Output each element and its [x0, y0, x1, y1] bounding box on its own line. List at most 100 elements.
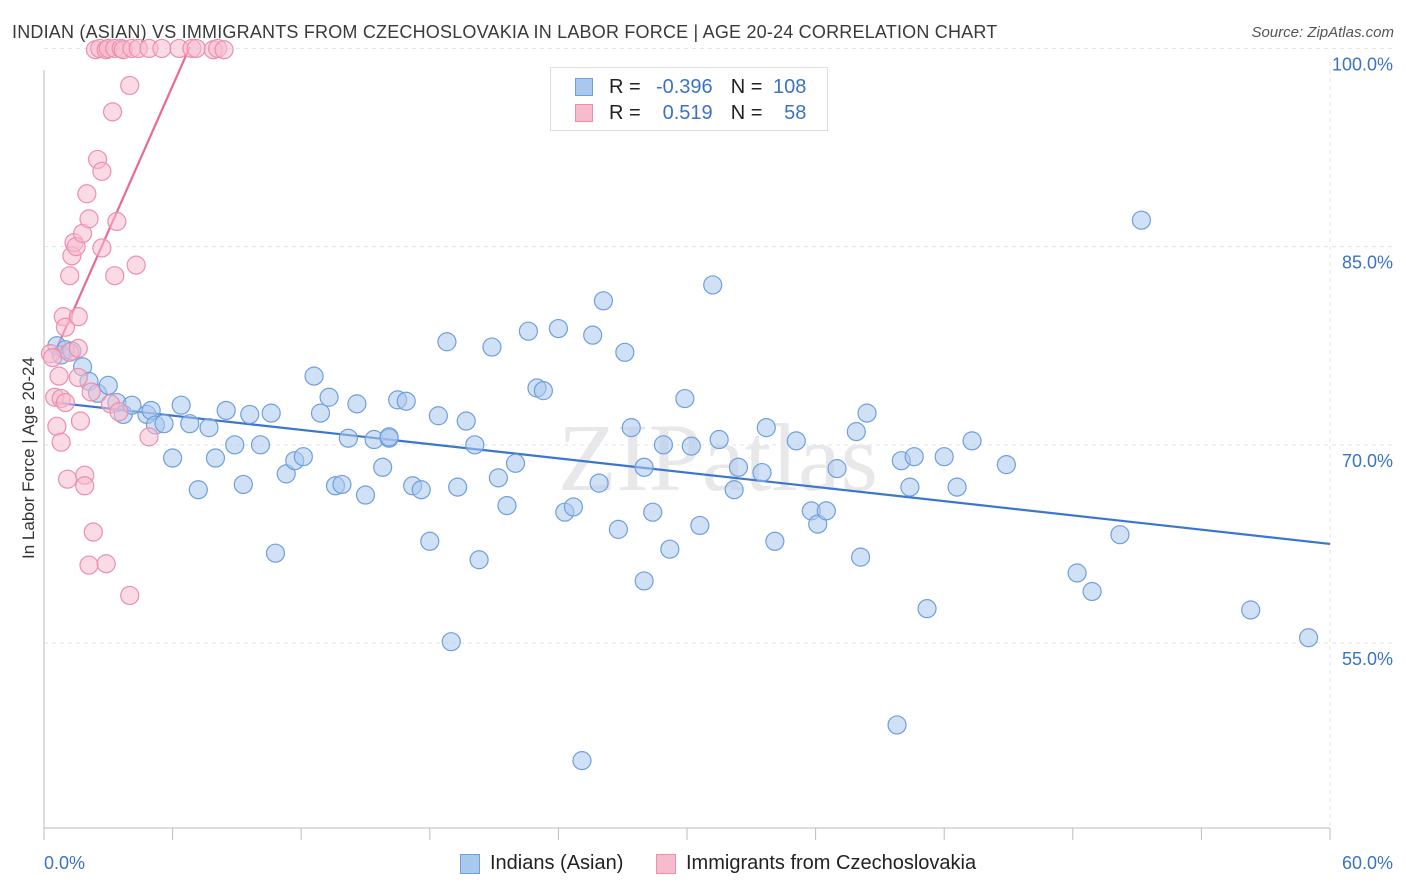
bottom-legend-czech[interactable]: Immigrants from Czechoslovakia — [656, 852, 976, 875]
source-credit: Source: ZipAtlas.com — [1251, 24, 1394, 41]
point-indians — [456, 411, 476, 431]
point-indians — [703, 275, 723, 295]
point-indians — [563, 497, 584, 517]
trend-lines — [51, 46, 1331, 546]
legend-r-value: -0.396 — [655, 75, 713, 98]
point-czech — [120, 75, 140, 96]
point-indians — [261, 403, 281, 423]
legend-r-label: R = — [609, 75, 641, 98]
point-czech — [92, 238, 112, 258]
legend-row-indians: R = -0.396 N = 108 — [575, 75, 806, 99]
point-indians — [240, 404, 260, 425]
tick-labels: 100.0% 85.0% 70.0% 55.0% 0.0% 60.0% — [44, 54, 1393, 873]
point-indians — [319, 387, 339, 407]
point-czech — [107, 211, 127, 232]
stats-legend: R = -0.396 N = 108 R = 0.519 N = 58 — [550, 67, 828, 131]
point-indians — [583, 325, 603, 345]
point-czech — [96, 554, 116, 574]
bottom-legend: Indians (Asian) Immigrants from Czechosl… — [0, 852, 1406, 876]
point-indians — [347, 394, 367, 414]
point-indians — [660, 539, 680, 559]
points — [40, 38, 1319, 771]
point-czech — [49, 366, 69, 386]
point-czech — [214, 40, 234, 60]
point-indians — [690, 515, 710, 536]
point-czech — [105, 266, 125, 286]
point-indians — [488, 468, 508, 488]
point-czech — [79, 209, 99, 229]
point-czech — [139, 427, 159, 447]
point-indians — [225, 435, 245, 455]
point-indians — [934, 447, 954, 467]
point-indians — [947, 477, 967, 497]
point-czech — [60, 266, 80, 286]
point-indians — [411, 480, 431, 500]
bottom-legend-label: Immigrants from Czechoslovakia — [686, 852, 977, 874]
x-tick-label: 60.0% — [1342, 853, 1393, 873]
point-indians — [250, 435, 271, 455]
point-indians — [917, 599, 937, 619]
point-indians — [332, 474, 352, 495]
point-indians — [441, 632, 461, 652]
point-czech — [47, 416, 67, 436]
point-indians — [593, 291, 614, 311]
chart-title: INDIAN (ASIAN) VS IMMIGRANTS FROM CZECHO… — [12, 22, 998, 42]
point-indians — [615, 342, 635, 362]
point-czech — [57, 469, 78, 489]
y-tick-label: 70.0% — [1342, 451, 1393, 471]
point-indians — [728, 457, 749, 477]
point-indians — [572, 751, 592, 771]
point-czech — [68, 338, 88, 358]
point-czech — [83, 522, 103, 542]
point-indians — [171, 395, 191, 415]
point-czech — [70, 411, 91, 431]
bottom-legend-indians[interactable]: Indians (Asian) — [460, 852, 623, 875]
legend-n-value: 108 — [773, 75, 807, 98]
legend-n-label: N = — [730, 101, 763, 124]
point-indians — [675, 388, 695, 409]
legend-n-label: N = — [730, 75, 763, 98]
point-indians — [857, 403, 877, 423]
point-indians — [846, 422, 866, 442]
point-indians — [548, 318, 569, 339]
bottom-legend-swatch-pink — [656, 853, 676, 874]
point-indians — [851, 547, 871, 567]
point-indians — [448, 477, 468, 497]
bottom-legend-swatch-blue — [460, 853, 480, 874]
trend-line-czech — [51, 46, 191, 359]
y-tick-label: 100.0% — [1332, 54, 1393, 74]
point-indians — [188, 480, 208, 500]
point-czech — [152, 38, 172, 59]
point-indians — [996, 455, 1016, 475]
point-czech — [68, 367, 88, 388]
point-indians — [497, 496, 517, 516]
y-tick-label: 85.0% — [1342, 253, 1393, 273]
point-czech — [120, 585, 140, 606]
point-indians — [1067, 563, 1087, 583]
point-czech — [102, 102, 123, 122]
point-indians — [887, 715, 907, 735]
bottom-legend-label: Indians (Asian) — [490, 852, 624, 874]
point-indians — [199, 418, 219, 438]
point-indians — [653, 435, 674, 455]
point-indians — [589, 473, 609, 493]
point-czech — [79, 555, 99, 575]
point-indians — [355, 485, 376, 505]
point-indians — [900, 477, 920, 497]
point-indians — [756, 418, 776, 438]
point-indians — [233, 474, 253, 495]
point-indians — [293, 447, 313, 467]
point-indians — [310, 403, 331, 423]
point-indians — [465, 435, 485, 455]
point-indians — [163, 448, 183, 468]
axes — [43, 70, 1331, 840]
point-indians — [180, 414, 200, 434]
point-indians — [428, 406, 448, 426]
point-czech — [55, 392, 76, 413]
point-indians — [379, 427, 399, 447]
point-indians — [827, 459, 847, 479]
point-indians — [469, 550, 489, 570]
point-indians — [1241, 600, 1261, 620]
point-indians — [373, 457, 393, 477]
